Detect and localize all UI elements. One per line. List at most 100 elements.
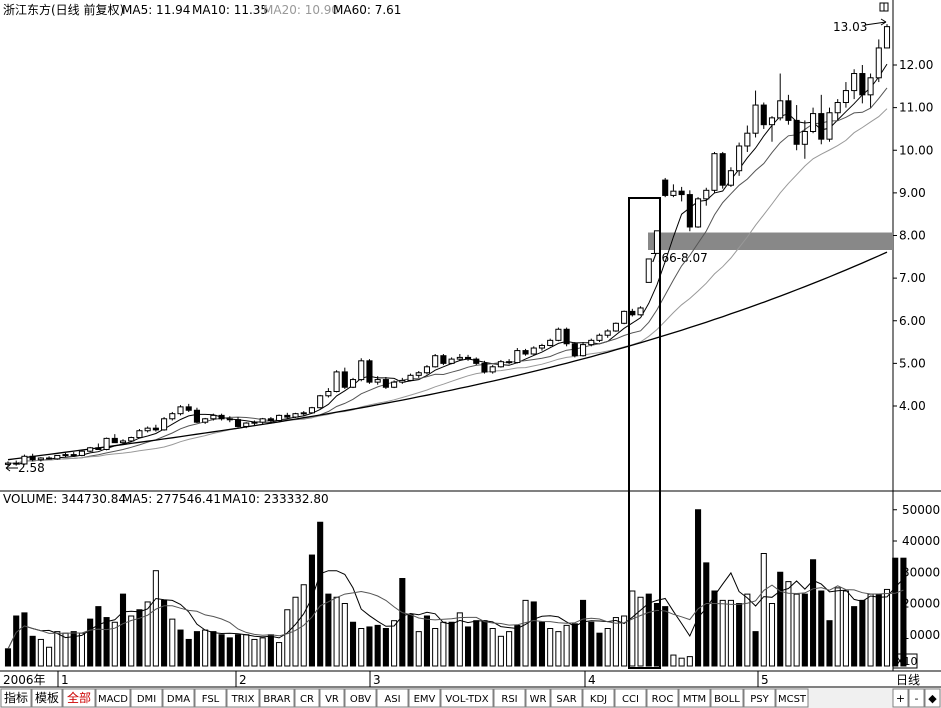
diamond-icon[interactable]: ◆ (924, 688, 941, 708)
volume-bar (136, 609, 143, 667)
candle-body (547, 339, 554, 346)
tab-mtm[interactable]: MTM (678, 688, 711, 708)
tab-vr[interactable]: VR (319, 688, 345, 708)
tab-fsl[interactable]: FSL (194, 688, 227, 708)
tab-[interactable]: 全部 (62, 688, 96, 708)
candle (612, 322, 619, 332)
candle-body (678, 190, 685, 196)
tab-frame[interactable] (775, 688, 809, 708)
volume-bar (317, 521, 324, 667)
tab-frame[interactable] (319, 688, 345, 708)
tab-[interactable]: 模板 (31, 688, 63, 708)
window-restore-icon[interactable] (879, 2, 889, 12)
tab-frame[interactable] (493, 688, 526, 708)
volume-bar (128, 615, 135, 667)
volume-bar (727, 599, 734, 667)
tab-kdj[interactable]: KDJ (582, 688, 615, 708)
tab-frame[interactable] (162, 688, 195, 708)
tab-frame[interactable] (0, 688, 32, 708)
tab-frame[interactable] (259, 688, 295, 708)
volume-bar (703, 562, 710, 667)
volume-tick-label: 20000 (902, 597, 940, 611)
price-tick-label: 6.00 (899, 314, 926, 328)
candle-body (407, 374, 414, 381)
volume-bar (382, 628, 389, 667)
tab-frame[interactable] (376, 688, 409, 708)
tab-frame[interactable] (525, 688, 551, 708)
tab-[interactable]: 指标 (0, 688, 32, 708)
candle-body (752, 104, 759, 134)
candle-body (777, 100, 784, 119)
zoom-in-button[interactable]: + (892, 688, 909, 708)
tab-frame[interactable] (408, 688, 441, 708)
volume-bar (111, 621, 118, 667)
volume-bar (169, 618, 176, 667)
tab-cci[interactable]: CCI (614, 688, 647, 708)
tab-frame[interactable] (550, 688, 583, 708)
volume-bar (95, 606, 102, 667)
candle (662, 177, 669, 198)
tab-dma[interactable]: DMA (162, 688, 195, 708)
candle (489, 365, 496, 374)
candle-body (317, 395, 324, 409)
tab-voltdx[interactable]: VOL-TDX (440, 688, 494, 708)
volume-bar (234, 634, 242, 667)
volume-bar (612, 617, 619, 667)
candle (276, 414, 283, 422)
button-frame[interactable] (908, 688, 925, 708)
tab-frame[interactable] (743, 688, 776, 708)
tab-label: CR (300, 694, 314, 705)
candle (834, 99, 841, 121)
tab-cr[interactable]: CR (294, 688, 320, 708)
zoom-out-button[interactable]: - (908, 688, 925, 708)
tab-frame[interactable] (440, 688, 494, 708)
tab-dmi[interactable]: DMI (130, 688, 163, 708)
candle (555, 327, 562, 342)
volume-ma10-label: MA10: 233332.80 (222, 492, 329, 506)
volume-bar (193, 631, 200, 667)
volume-bar (678, 657, 685, 667)
volume-bar (785, 581, 792, 667)
tab-frame[interactable] (31, 688, 63, 708)
tab-wr[interactable]: WR (525, 688, 551, 708)
tab-frame[interactable] (710, 688, 744, 708)
button-frame[interactable] (924, 688, 941, 708)
tab-obv[interactable]: OBV (344, 688, 377, 708)
volume-bar (662, 606, 669, 667)
tab-frame[interactable] (678, 688, 711, 708)
candle (653, 230, 661, 254)
tab-frame[interactable] (95, 688, 131, 708)
candlesticks (4, 24, 891, 467)
tab-mcst[interactable]: MCST (775, 688, 809, 708)
candle (4, 461, 12, 467)
tab-frame[interactable] (344, 688, 377, 708)
tab-macd[interactable]: MACD (95, 688, 131, 708)
tab-frame[interactable] (194, 688, 227, 708)
button-frame[interactable] (892, 688, 909, 708)
tab-frame[interactable] (62, 688, 96, 708)
tab-sar[interactable]: SAR (550, 688, 583, 708)
volume-bar (399, 578, 406, 667)
candle-body (736, 145, 743, 172)
tab-frame[interactable] (294, 688, 320, 708)
tab-boll[interactable]: BOLL (710, 688, 744, 708)
tab-frame[interactable] (226, 688, 260, 708)
tab-brar[interactable]: BRAR (259, 688, 295, 708)
tab-emv[interactable]: EMV (408, 688, 441, 708)
tab-psy[interactable]: PSY (743, 688, 776, 708)
tab-trix[interactable]: TRIX (226, 688, 260, 708)
tab-frame[interactable] (582, 688, 615, 708)
volume-bar (243, 634, 250, 667)
tab-rsi[interactable]: RSI (493, 688, 526, 708)
tab-frame[interactable] (130, 688, 163, 708)
tab-asi[interactable]: ASI (376, 688, 409, 708)
candle-body (538, 344, 546, 349)
tab-frame[interactable] (614, 688, 647, 708)
tab-label: 模板 (35, 691, 59, 705)
tab-roc[interactable]: ROC (646, 688, 679, 708)
price-axis: 12.00 11.00 10.00 9.00 8.00 7.00 6.00 5.00 4.00 (893, 58, 933, 413)
tab-frame[interactable] (646, 688, 679, 708)
candle-body (292, 413, 299, 418)
candle-body (234, 419, 242, 427)
